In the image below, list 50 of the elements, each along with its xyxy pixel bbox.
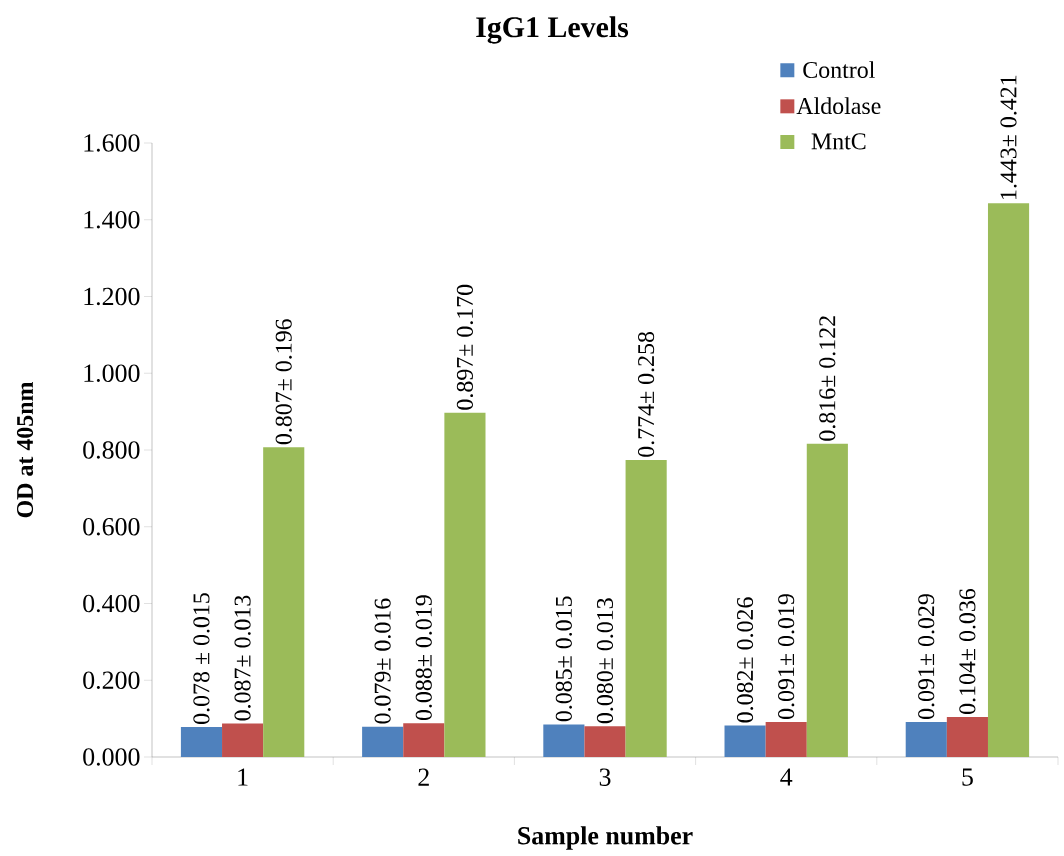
- legend-label: Aldolase: [796, 97, 881, 115]
- bar: [180, 727, 223, 757]
- data-label: 0.085± 0.015: [555, 596, 572, 722]
- y-tick-label: 0.000: [83, 748, 140, 766]
- bar: [222, 723, 264, 757]
- bar: [444, 412, 486, 757]
- y-axis-title: OD at 405nm: [16, 382, 34, 518]
- data-label: 0.091± 0.029: [918, 594, 935, 719]
- y-tick-label: 0.800: [83, 441, 140, 459]
- y-tick-label: 0.400: [83, 594, 140, 613]
- bar: [724, 725, 766, 757]
- x-tick-label: 3: [599, 768, 611, 786]
- x-tick-label: 1: [238, 768, 248, 786]
- chart-title: IgG1 Levels: [476, 16, 629, 44]
- y-tick-label: 1.600: [84, 134, 140, 152]
- bar: [543, 724, 585, 757]
- y-tick-label: 1.200: [84, 287, 140, 306]
- bar: [403, 723, 445, 757]
- data-label: 0.078 ± 0.015: [193, 593, 210, 724]
- bar: [625, 459, 667, 757]
- legend-label: Control: [803, 61, 875, 79]
- bar: [584, 726, 626, 757]
- bar: [946, 717, 988, 757]
- y-tick-label: 0.600: [83, 517, 140, 536]
- y-tick-label: 0.200: [83, 671, 140, 690]
- data-label: 0.091± 0.019: [778, 594, 795, 719]
- x-tick-label: 5: [962, 768, 973, 786]
- data-label: 0.079± 0.016: [374, 598, 391, 724]
- data-label: 0.816± 0.122: [819, 316, 836, 441]
- data-label: 0.104± 0.036: [959, 588, 976, 714]
- bar: [806, 443, 848, 757]
- legend-label: MntC: [811, 133, 866, 150]
- data-label: 1.443± 0.421: [1000, 75, 1017, 199]
- y-tick-label: 1.400: [84, 210, 140, 229]
- bar: [263, 447, 305, 757]
- bar: [765, 722, 807, 757]
- data-label: 0.807± 0.196: [275, 319, 292, 445]
- bar: [362, 726, 404, 757]
- data-label: 0.080± 0.013: [596, 598, 614, 724]
- data-label: 0.082± 0.026: [736, 597, 754, 723]
- y-tick-label: 1.000: [84, 364, 140, 383]
- x-tick-label: 4: [780, 768, 793, 786]
- bar: [987, 203, 1030, 757]
- data-label: 0.087± 0.013: [234, 595, 251, 721]
- x-tick-label: 2: [418, 768, 429, 786]
- x-axis-title: Sample number: [518, 826, 693, 850]
- bar: [905, 722, 947, 757]
- data-label: 0.088± 0.019: [415, 595, 432, 721]
- data-label: 0.897± 0.170: [456, 284, 474, 410]
- data-label: 0.774± 0.258: [638, 331, 655, 457]
